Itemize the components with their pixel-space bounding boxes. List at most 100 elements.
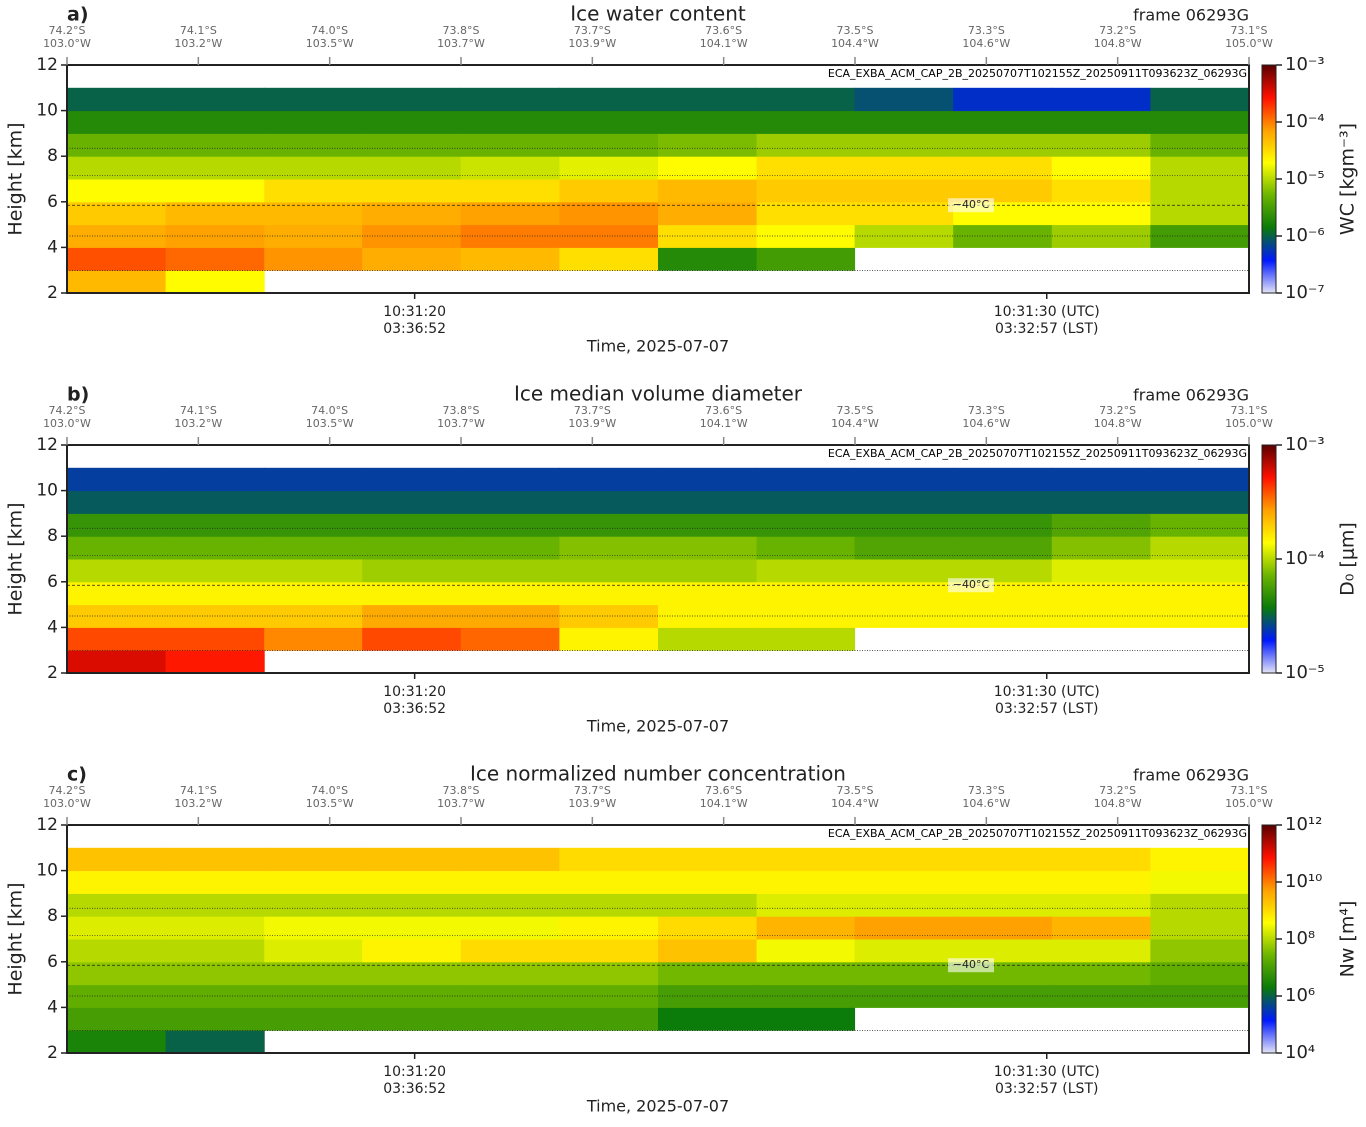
heatmap-cell	[264, 156, 363, 180]
heatmap-cell	[362, 984, 462, 1008]
heatmap-cell	[165, 961, 265, 986]
heatmap-cell	[756, 1007, 856, 1031]
heatmap-cell	[756, 87, 856, 112]
heatmap-cell	[460, 1007, 560, 1031]
top-tick-lat: 73.5°S	[837, 404, 874, 417]
heatmap-cell	[264, 247, 363, 271]
y-tick-label: 2	[47, 283, 58, 303]
heatmap-cell	[165, 87, 265, 112]
heatmap-cell	[165, 513, 265, 537]
heatmap-cell	[658, 201, 758, 226]
top-tick-lat: 73.1°S	[1231, 24, 1268, 37]
heatmap-cell	[67, 133, 167, 157]
heatmap-cell	[264, 179, 363, 203]
heatmap-cell	[264, 870, 363, 894]
heatmap-cell	[756, 916, 856, 940]
heatmap-cell	[67, 247, 167, 271]
colorbar-tick-label: 10⁻³	[1285, 434, 1325, 455]
heatmap-cell	[1051, 847, 1151, 872]
heatmap-cell	[362, 916, 462, 940]
frame-label: frame 06293G	[1133, 766, 1249, 785]
heatmap-cell	[362, 604, 462, 628]
top-tick-lat: 73.2°S	[1099, 784, 1136, 797]
colorbar-tick-label: 10⁻⁴	[1285, 548, 1325, 569]
heatmap-cell	[1150, 179, 1250, 203]
heatmap-cell	[460, 916, 560, 940]
top-tick-lon: 104.4°W	[831, 797, 879, 810]
y-axis-label: Height [km]	[5, 882, 27, 995]
heatmap-cell	[1150, 536, 1250, 560]
heatmap-cell	[756, 179, 856, 203]
heatmap-cell	[756, 581, 856, 606]
panel-title: Ice median volume diameter	[514, 382, 803, 406]
top-tick-lon: 104.8°W	[1094, 37, 1142, 50]
heatmap-cell	[559, 490, 659, 514]
heatmap-cell	[559, 916, 659, 940]
heatmap-cell	[67, 847, 167, 872]
heatmap-cell	[67, 961, 167, 986]
y-tick-label: 6	[47, 192, 58, 212]
heatmap-cell	[460, 581, 560, 606]
heatmap-cell	[559, 87, 659, 112]
heatmap-cell	[658, 110, 758, 134]
heatmap-cell	[460, 627, 560, 651]
heatmap-cell	[165, 490, 265, 514]
heatmap-cell	[67, 604, 167, 628]
heatmap-cell	[756, 513, 856, 537]
y-tick-label: 8	[47, 146, 58, 166]
top-tick-lat: 74.1°S	[180, 404, 217, 417]
heatmap-cell	[460, 939, 560, 963]
heatmap-cell	[559, 627, 659, 651]
y-tick-label: 10	[36, 101, 58, 121]
heatmap-cell	[67, 1030, 167, 1054]
heatmap-cell	[264, 133, 363, 157]
top-tick-lat: 74.2°S	[49, 24, 86, 37]
heatmap-cell	[953, 467, 1053, 492]
colorbar-label: D₀ [μm]	[1337, 522, 1359, 596]
panel-title: Ice water content	[570, 2, 746, 26]
heatmap-cell	[854, 133, 954, 157]
heatmap-cell	[264, 581, 363, 606]
top-tick-lon: 103.9°W	[568, 797, 616, 810]
heatmap-cell	[953, 893, 1053, 917]
x-tick-sublabel: 03:32:57 (LST)	[995, 1081, 1099, 1097]
colorbar-tick-label: 10⁸	[1285, 928, 1315, 949]
heatmap-cell	[362, 581, 462, 606]
top-tick-lon: 104.1°W	[700, 417, 748, 430]
y-tick-label: 6	[47, 952, 58, 972]
colorbar-tick-label: 10⁻³	[1285, 54, 1325, 75]
heatmap-cell	[1150, 581, 1250, 606]
heatmap-cell	[756, 627, 856, 651]
colorbar-tick-label: 10¹²	[1285, 814, 1322, 835]
top-tick-lon: 104.8°W	[1094, 797, 1142, 810]
heatmap-cell	[362, 513, 462, 537]
plot-frame	[66, 824, 1250, 1054]
heatmap-cell	[1150, 110, 1250, 134]
heatmap-cell	[67, 87, 167, 112]
heatmap-cell	[658, 847, 758, 872]
heatmap-cell	[67, 650, 167, 674]
x-axis-label: Time, 2025-07-07	[586, 717, 729, 736]
panel-label: c)	[67, 764, 87, 786]
file-label: ECA_EXBA_ACM_CAP_2B_20250707T102155Z_202…	[828, 67, 1247, 80]
heatmap-cell	[559, 870, 659, 894]
heatmap-cell	[854, 916, 954, 940]
heatmap-cell	[165, 893, 265, 917]
heatmap-cell	[559, 939, 659, 963]
heatmap-cell	[165, 870, 265, 894]
heatmap-cell	[67, 536, 167, 560]
top-tick-lat: 74.2°S	[49, 404, 86, 417]
top-tick-lat: 74.1°S	[180, 784, 217, 797]
heatmap-cell	[559, 247, 659, 271]
heatmap-cell	[362, 224, 462, 248]
heatmap-cell	[559, 559, 659, 583]
y-tick-label: 10	[36, 861, 58, 881]
heatmap-cell	[264, 201, 363, 226]
heatmap-cell	[658, 87, 758, 112]
heatmap-cell	[953, 559, 1053, 583]
heatmap-cell	[165, 179, 265, 203]
heatmap-cell	[67, 201, 167, 226]
heatmap-cell	[953, 939, 1053, 963]
heatmap-cell	[559, 133, 659, 157]
